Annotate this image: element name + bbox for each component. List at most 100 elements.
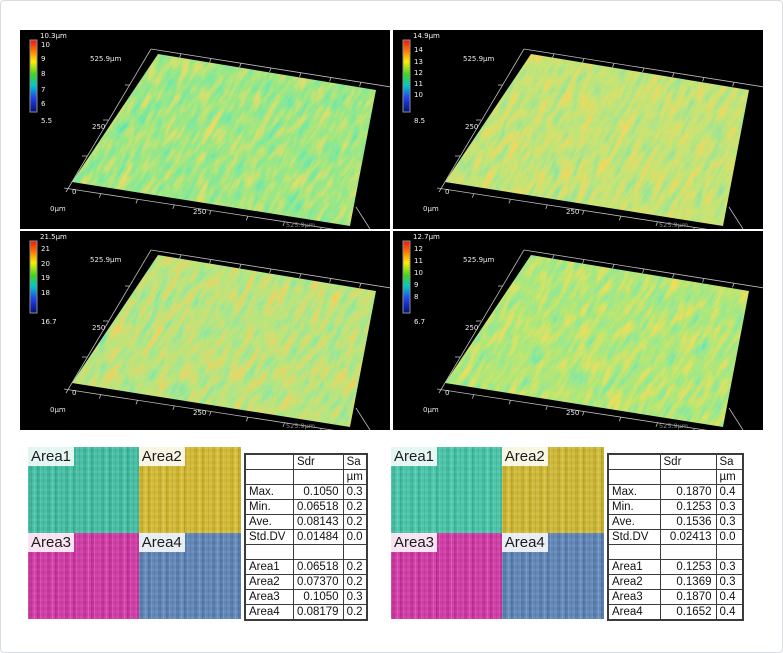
surface-panel-bottom-left: 525.9µm 250 0 0µm 250 525.9µm 21.5µm 21 … — [20, 231, 390, 430]
axis-zero-label: 0 — [72, 188, 76, 196]
area3-label: Area3 — [28, 533, 75, 552]
table-row: Area1 0.1253 0.3 — [607, 559, 744, 575]
height-color-scale: 10.3µm 10 9 8 7 6 5.5 — [29, 32, 67, 125]
area-map-right: Area1 Area2 Area3 Area4 — [391, 447, 604, 619]
surface-3d-render — [72, 255, 376, 427]
axis-zero-unit-label: 0µm — [50, 205, 66, 213]
table-row: Max. 0.1870 0.4 — [607, 484, 744, 500]
area2-label: Area2 — [501, 447, 548, 466]
color-scale-bar — [29, 39, 38, 113]
axis-bottom-length-label: 525.9µm — [286, 221, 315, 229]
sa-column-header: Sa — [715, 453, 744, 470]
area3-region: Area3 — [391, 533, 502, 619]
table-row: Std.DV 0.01484 0.0 — [244, 529, 368, 545]
height-color-scale: 14.9µm 14 13 12 11 10 8.5 — [402, 32, 440, 125]
table-row: Ave. 0.08143 0.2 — [244, 514, 368, 530]
sdr-column-header: Sdr — [659, 453, 717, 470]
table-row: Area3 0.1050 0.3 — [244, 589, 368, 605]
measurement-table-left: Sdr Sa µm Max. 0.1050 0.3 Min. 0.06518 0.2 Av… — [244, 453, 368, 621]
table-row: Area1 0.06518 0.2 — [244, 559, 368, 575]
table-spacer-row — [607, 544, 744, 560]
surface-3d-render — [445, 255, 749, 427]
axis-mid-label: 250 — [465, 324, 478, 332]
table-row: Area4 0.1652 0.4 — [607, 604, 744, 621]
axis-zero-label: 0 — [445, 389, 449, 397]
svg-text:8: 8 — [414, 293, 418, 301]
area1-label: Area1 — [28, 447, 75, 466]
surface-panel-top-right: 525.9µm 250 0 0µm 250 525.9µm 14.9µm 14 … — [393, 30, 763, 229]
area3-label: Area3 — [391, 533, 438, 552]
axis-mid-label: 250 — [92, 324, 105, 332]
sdr-column-header: Sdr — [292, 453, 344, 470]
table-spacer-row — [244, 544, 368, 560]
svg-text:13: 13 — [414, 58, 423, 66]
table-row: Min. 0.06518 0.2 — [244, 499, 368, 515]
area4-label: Area4 — [501, 533, 548, 552]
area-analysis-section: Area1 Area2 Area3 Area4 Sdr Sa µm Max. 0.1… — [28, 447, 744, 621]
surface-view-grid: 525.9µm 250 0 0µm 250 525.9µm 10.3µm 10 … — [20, 30, 763, 430]
scale-min-label: 16.7 — [41, 318, 57, 326]
svg-text:21: 21 — [41, 245, 50, 253]
area-analysis-right: Area1 Area2 Area3 Area4 Sdr Sa µm Max. 0.1… — [391, 447, 744, 621]
svg-text:10: 10 — [41, 41, 50, 49]
svg-text:11: 11 — [414, 80, 423, 88]
area1-region: Area1 — [28, 447, 139, 533]
axis-bottom-length-label: 525.9µm — [659, 422, 688, 430]
area1-label: Area1 — [391, 447, 438, 466]
color-scale-bar — [402, 240, 411, 314]
scale-max-label: 21.5µm — [40, 233, 67, 241]
table-row: Area3 0.1870 0.4 — [607, 589, 744, 605]
area2-region: Area2 — [501, 447, 604, 533]
svg-text:12: 12 — [414, 245, 423, 253]
color-scale-bar — [402, 39, 411, 113]
scale-min-label: 8.5 — [414, 117, 425, 125]
svg-text:19: 19 — [41, 274, 50, 282]
table-row: Std.DV 0.02413 0.0 — [607, 529, 744, 545]
area-analysis-left: Area1 Area2 Area3 Area4 Sdr Sa µm Max. 0.1… — [28, 447, 368, 621]
area4-region: Area4 — [138, 533, 241, 619]
svg-text:8: 8 — [41, 70, 45, 78]
svg-text:14: 14 — [414, 46, 423, 54]
table-row: Area2 0.07370 0.2 — [244, 574, 368, 590]
axis-bottom-mid-label: 250 — [566, 409, 579, 417]
scale-max-label: 10.3µm — [40, 32, 67, 40]
scale-min-label: 6.7 — [414, 318, 425, 326]
area2-label: Area2 — [138, 447, 185, 466]
svg-text:10: 10 — [414, 269, 423, 277]
axis-bottom-mid-label: 250 — [193, 409, 206, 417]
table-row: Ave. 0.1536 0.3 — [607, 514, 744, 530]
axis-zero-unit-label: 0µm — [423, 406, 439, 414]
area-map-left: Area1 Area2 Area3 Area4 — [28, 447, 241, 619]
svg-text:11: 11 — [414, 257, 423, 265]
height-color-scale: 21.5µm 21 20 19 18 16.7 — [29, 233, 67, 326]
svg-text:12: 12 — [414, 69, 423, 77]
table-row: Min. 0.1253 0.3 — [607, 499, 744, 515]
area3-region: Area3 — [28, 533, 139, 619]
sa-column-header: Sa — [342, 453, 368, 470]
svg-text:18: 18 — [41, 289, 50, 297]
svg-text:9: 9 — [414, 281, 418, 289]
axis-length-label: 525.9µm — [463, 256, 494, 264]
axis-zero-unit-label: 0µm — [423, 205, 439, 213]
axis-mid-label: 250 — [92, 123, 105, 131]
axis-bottom-mid-label: 250 — [193, 208, 206, 216]
measurement-table-right: Sdr Sa µm Max. 0.1870 0.4 Min. 0.1253 0.3 Ave… — [607, 453, 744, 621]
axis-bottom-length-label: 525.9µm — [286, 422, 315, 430]
scale-min-label: 5.5 — [41, 117, 52, 125]
axis-zero-label: 0 — [72, 389, 76, 397]
axis-mid-label: 250 — [465, 123, 478, 131]
area2-region: Area2 — [138, 447, 241, 533]
color-scale-bar — [29, 240, 38, 314]
table-row: Area4 0.08179 0.2 — [244, 604, 368, 621]
axis-bottom-mid-label: 250 — [566, 208, 579, 216]
surface-3d-render — [72, 54, 376, 226]
area4-label: Area4 — [138, 533, 185, 552]
svg-text:6: 6 — [41, 100, 46, 108]
height-color-scale: 12.7µm 12 11 10 9 8 6.7 — [402, 233, 440, 326]
svg-text:7: 7 — [41, 86, 45, 94]
surface-panel-bottom-right: 525.9µm 250 0 0µm 250 525.9µm 12.7µm 12 … — [393, 231, 763, 430]
unit-cell: µm — [342, 469, 368, 485]
svg-text:20: 20 — [41, 260, 50, 268]
surface-3d-render — [445, 54, 749, 226]
axis-zero-unit-label: 0µm — [50, 406, 66, 414]
